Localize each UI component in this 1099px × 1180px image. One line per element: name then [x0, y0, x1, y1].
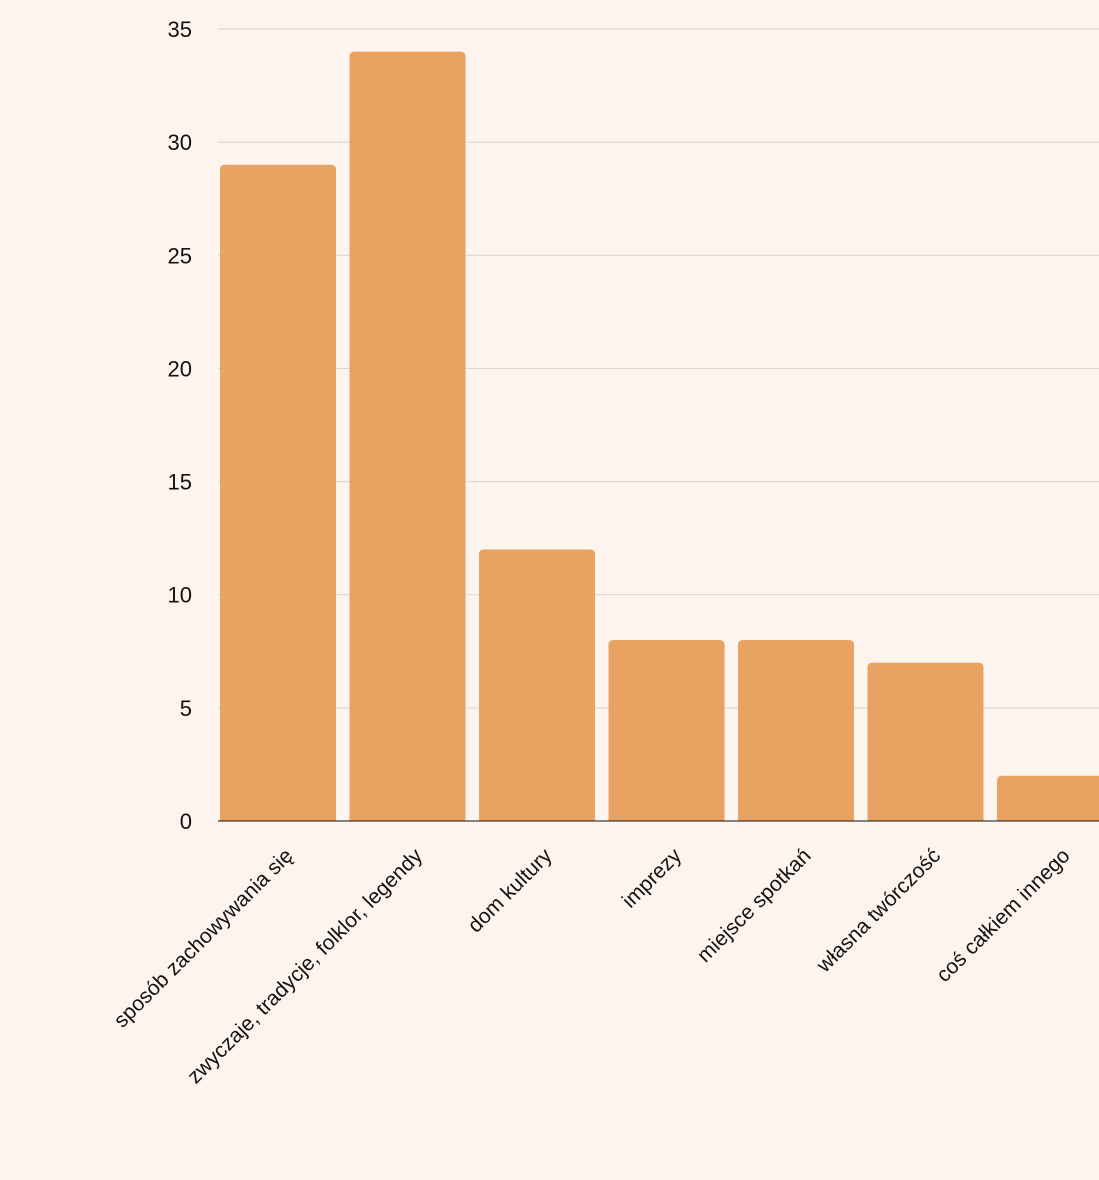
y-axis-ticks: 0 5 10 15 20 25 30 35	[168, 17, 192, 834]
bar	[349, 51, 466, 822]
bar	[220, 164, 336, 821]
bar	[738, 639, 854, 821]
y-tick-label: 35	[168, 17, 192, 42]
bar	[608, 639, 725, 821]
y-tick-label: 30	[168, 130, 192, 155]
y-tick-label: 15	[168, 470, 192, 495]
y-tick-label: 5	[180, 696, 192, 721]
bars	[220, 51, 1099, 822]
bar	[867, 662, 984, 821]
bar	[479, 549, 595, 821]
y-tick-label: 0	[180, 809, 192, 834]
y-tick-label: 20	[168, 356, 192, 381]
bar	[997, 775, 1099, 821]
y-tick-label: 25	[168, 243, 192, 268]
y-tick-label: 10	[168, 583, 192, 608]
